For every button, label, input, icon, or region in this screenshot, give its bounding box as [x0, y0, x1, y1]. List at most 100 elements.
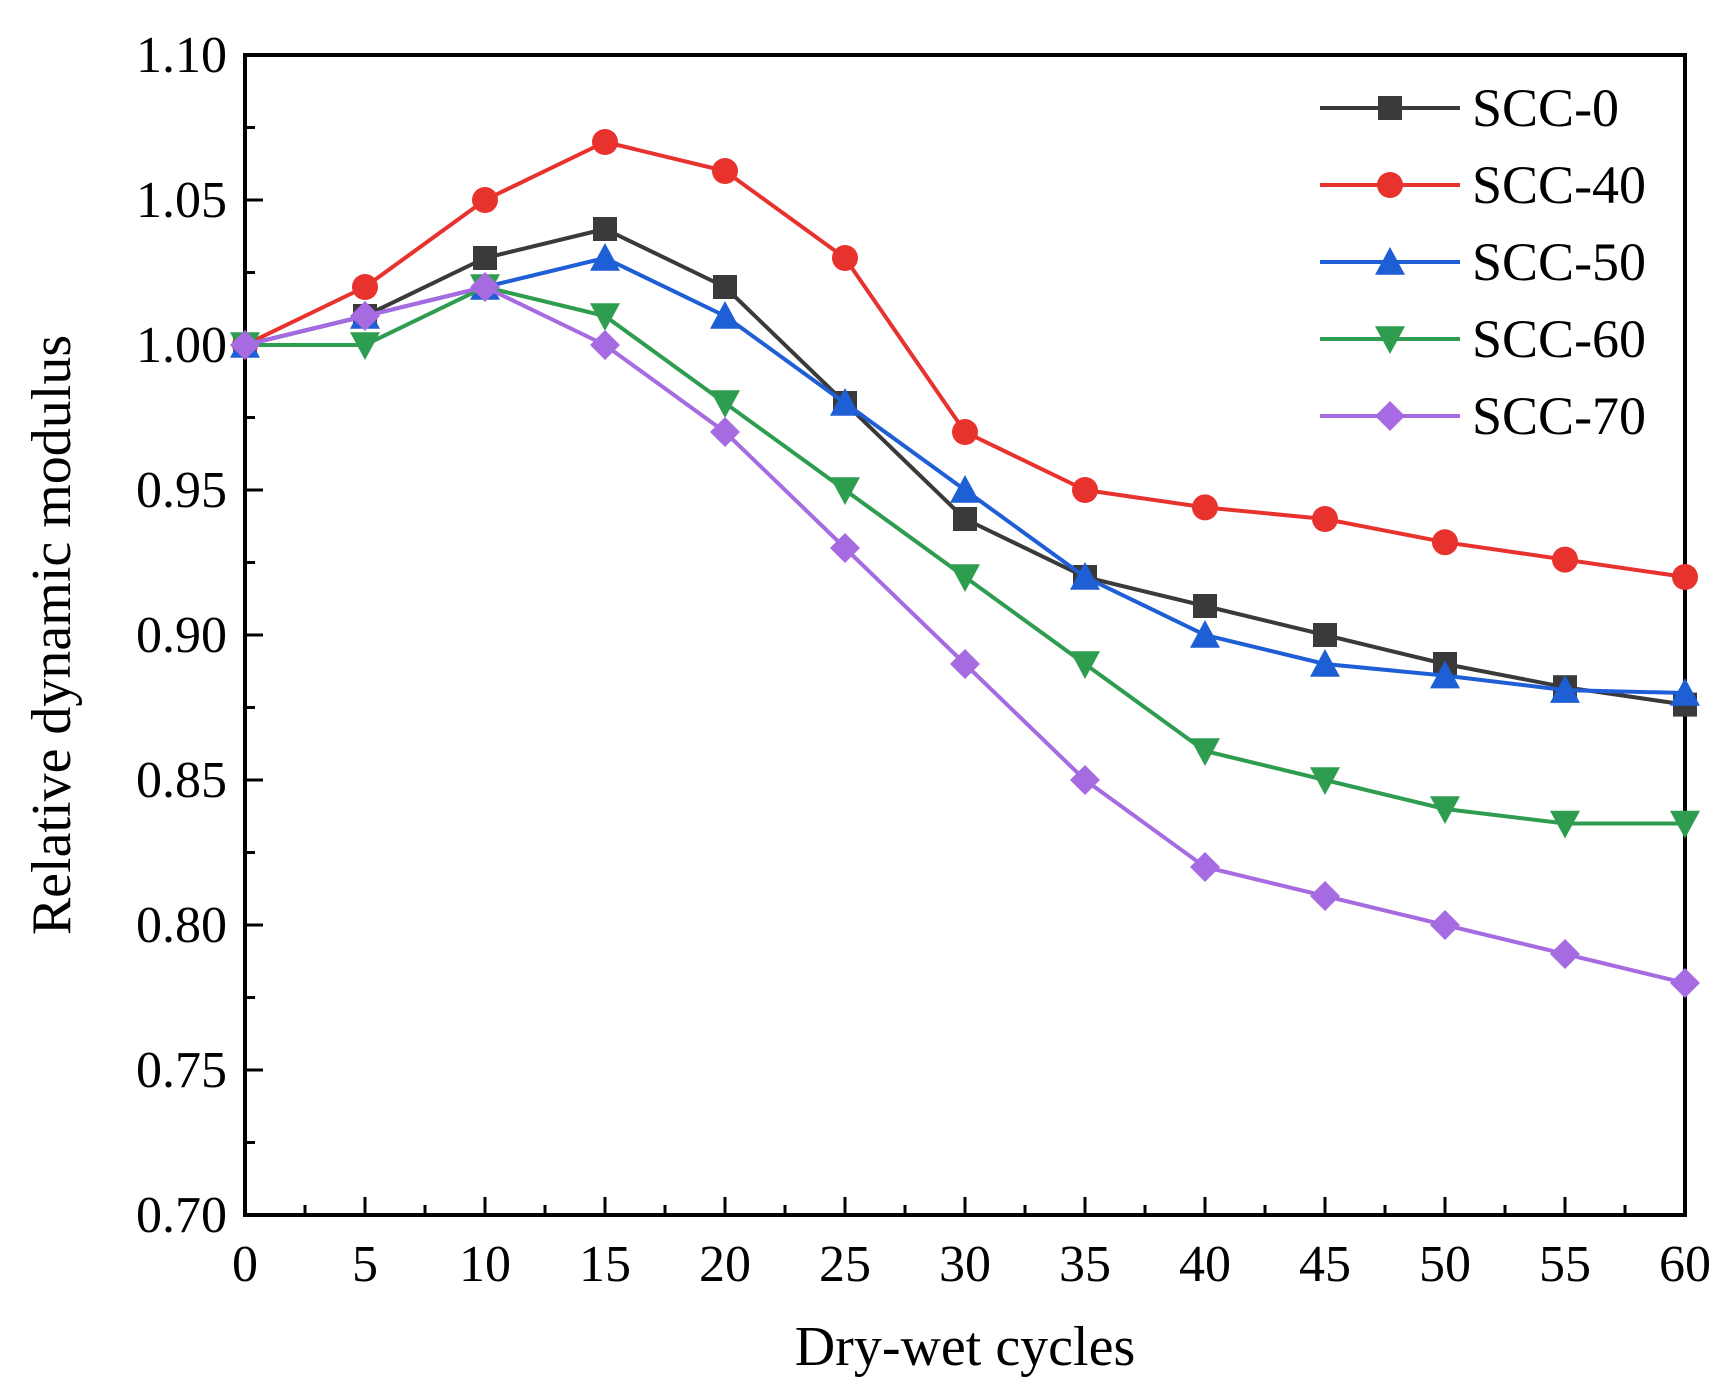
data-point-scc-40 — [1432, 529, 1458, 556]
data-point-scc-50 — [710, 301, 740, 329]
y-tick-label: 0.90 — [136, 607, 227, 664]
data-point-scc-70 — [1670, 968, 1700, 998]
legend-marker — [1375, 401, 1405, 431]
legend-item-scc-60: SCC-60 — [1320, 309, 1646, 369]
x-tick-label: 0 — [232, 1236, 258, 1293]
series-scc-70 — [230, 272, 1700, 998]
data-point-scc-50 — [1550, 675, 1580, 703]
y-axis: 0.70 0.75 0.80 0.85 0.90 0.95 1.00 1.05 1.10 — [136, 27, 263, 1244]
data-point-scc-70 — [590, 330, 620, 360]
data-point-scc-50 — [830, 388, 860, 416]
data-point-scc-50 — [1310, 649, 1340, 677]
legend-item-scc-0: SCC-0 — [1320, 78, 1619, 138]
x-tick-label: 60 — [1659, 1236, 1711, 1293]
data-point-scc-60 — [1550, 810, 1580, 839]
x-tick-label: 35 — [1059, 1236, 1111, 1293]
x-tick-label: 50 — [1419, 1236, 1471, 1293]
data-point-scc-40 — [1672, 564, 1698, 590]
y-tick-label: 1.00 — [136, 317, 227, 374]
x-tick-label: 45 — [1299, 1236, 1351, 1293]
x-tick-label: 55 — [1539, 1236, 1591, 1293]
legend-marker — [1375, 326, 1405, 354]
legend-item-scc-50: SCC-50 — [1320, 232, 1646, 292]
data-point-scc-0 — [953, 507, 977, 531]
legend-label: SCC-60 — [1472, 309, 1646, 369]
data-point-scc-40 — [1192, 494, 1218, 521]
y-tick-label: 0.75 — [136, 1042, 227, 1099]
series-layer — [230, 129, 1700, 998]
data-point-scc-40 — [1552, 546, 1578, 573]
data-point-scc-70 — [950, 649, 980, 679]
data-point-scc-0 — [1193, 594, 1217, 618]
x-tick-label: 15 — [579, 1236, 631, 1293]
legend-marker — [1378, 96, 1402, 120]
x-tick-label: 5 — [352, 1236, 378, 1293]
data-point-scc-50 — [1190, 620, 1220, 648]
legend-label: SCC-40 — [1472, 155, 1646, 215]
data-point-scc-60 — [830, 477, 860, 505]
y-tick-label: 0.95 — [136, 462, 227, 519]
data-point-scc-70 — [1070, 765, 1100, 795]
legend-label: SCC-50 — [1472, 232, 1646, 292]
data-point-scc-40 — [592, 129, 618, 155]
data-point-scc-40 — [952, 419, 978, 445]
x-tick-label: 40 — [1179, 1236, 1231, 1293]
x-axis: 0 5 10 15 20 25 30 35 40 45 50 55 60 — [232, 1197, 1711, 1293]
y-tick-label: 1.10 — [136, 27, 227, 84]
x-tick-label: 20 — [699, 1236, 751, 1293]
data-point-scc-0 — [713, 275, 737, 299]
y-axis-title: Relative dynamic modulus — [21, 335, 83, 935]
data-point-scc-0 — [1313, 623, 1337, 647]
plot-area-frame — [243, 53, 1687, 1217]
data-point-scc-70 — [1550, 939, 1580, 969]
data-point-scc-70 — [1310, 881, 1340, 911]
data-point-scc-70 — [710, 417, 740, 447]
data-point-scc-70 — [470, 272, 500, 302]
legend-label: SCC-0 — [1472, 78, 1619, 138]
data-point-scc-60 — [590, 303, 620, 331]
x-tick-label: 25 — [819, 1236, 871, 1293]
y-tick-label: 0.70 — [136, 1187, 227, 1244]
legend-item-scc-70: SCC-70 — [1320, 386, 1646, 446]
data-point-scc-40 — [1072, 477, 1098, 503]
data-point-scc-50 — [1430, 660, 1460, 689]
data-point-scc-60 — [1310, 767, 1340, 795]
data-point-scc-0 — [593, 217, 617, 241]
x-tick-label: 30 — [939, 1236, 991, 1293]
data-point-scc-60 — [1190, 738, 1220, 766]
data-point-scc-60 — [1670, 810, 1700, 839]
data-point-scc-40 — [712, 158, 738, 184]
data-point-scc-50 — [1070, 562, 1100, 590]
data-point-scc-70 — [1430, 910, 1460, 940]
data-point-scc-60 — [950, 564, 980, 592]
data-point-scc-40 — [472, 187, 498, 213]
x-tick-label: 10 — [459, 1236, 511, 1293]
x-axis-title: Dry-wet cycles — [795, 1316, 1136, 1378]
y-tick-label: 0.85 — [136, 752, 227, 809]
y-tick-label: 0.80 — [136, 897, 227, 954]
data-point-scc-50 — [1670, 678, 1700, 706]
data-point-scc-70 — [830, 533, 860, 563]
data-point-scc-40 — [352, 274, 378, 300]
data-point-scc-60 — [710, 390, 740, 418]
data-point-scc-60 — [1070, 651, 1100, 679]
data-point-scc-70 — [1190, 852, 1220, 882]
data-point-scc-40 — [1312, 506, 1338, 532]
y-tick-label: 1.05 — [136, 172, 227, 229]
legend-item-scc-40: SCC-40 — [1320, 155, 1646, 215]
data-point-scc-40 — [832, 245, 858, 271]
data-point-scc-50 — [590, 243, 620, 271]
series-scc-40 — [232, 129, 1698, 590]
data-point-scc-60 — [1430, 796, 1460, 824]
series-line-scc-60 — [245, 285, 1685, 826]
legend-marker — [1375, 247, 1405, 275]
series-line-scc-70 — [244, 285, 1686, 985]
legend-label: SCC-70 — [1472, 386, 1646, 446]
data-point-scc-70 — [350, 301, 380, 331]
legend: SCC-0 SCC-40 SCC-50 SCC-60 SCC-70 — [1320, 78, 1646, 446]
data-point-scc-50 — [950, 475, 980, 503]
data-point-scc-70 — [230, 330, 260, 360]
data-point-scc-60 — [350, 332, 380, 360]
